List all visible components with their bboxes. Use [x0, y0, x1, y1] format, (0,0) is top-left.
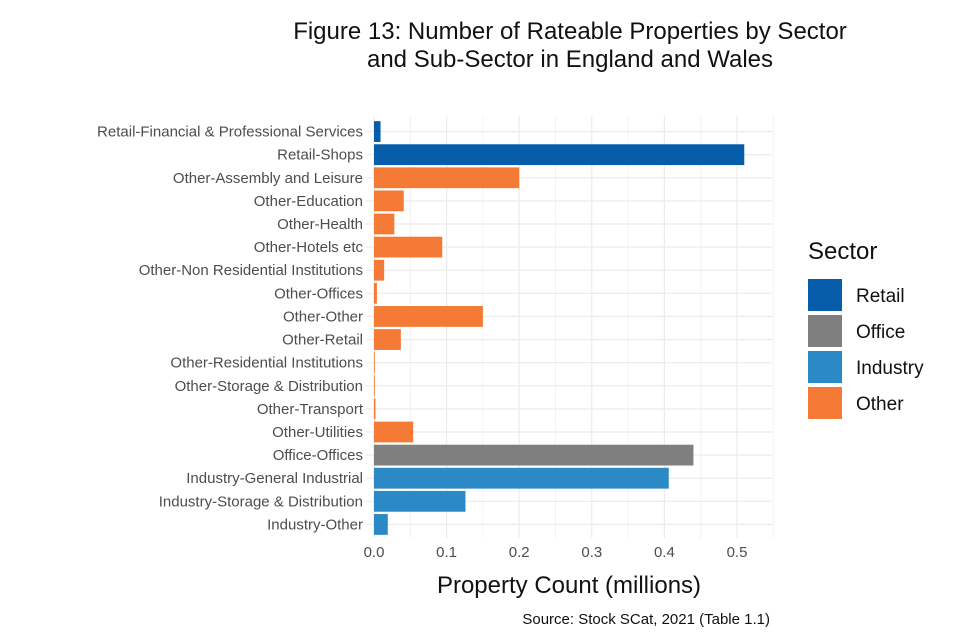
bar — [374, 259, 385, 281]
x-tick-label: 0.5 — [727, 544, 748, 561]
category-label: Other-Storage & Distribution — [175, 378, 363, 395]
legend-label: Office — [856, 322, 905, 343]
bar — [374, 167, 520, 189]
x-axis-label: Property Count (millions) — [437, 572, 701, 599]
bar — [374, 236, 443, 258]
category-label: Retail-Shops — [277, 147, 363, 164]
legend-swatch — [808, 351, 842, 383]
bar — [374, 306, 483, 327]
bar — [374, 190, 404, 212]
chart-title-line-2: and Sub-Sector in England and Wales — [366, 46, 774, 73]
category-label: Other-Residential Institutions — [170, 355, 363, 372]
bar — [374, 467, 669, 489]
category-label: Retail-Financial & Professional Services — [97, 124, 363, 141]
bar — [374, 121, 381, 142]
category-label: Other-Offices — [274, 285, 363, 302]
category-label: Other-Hotels etc — [254, 239, 364, 256]
x-axis-ticks: 0.0 0.1 0.2 0.3 0.4 0.5 — [364, 544, 748, 561]
bar — [374, 213, 395, 235]
category-labels: Retail-Financial & Professional Services… — [97, 124, 364, 534]
bar — [374, 352, 375, 374]
chart-title: Figure 13: Number of Rateable Properties… — [240, 18, 900, 74]
category-label: Other-Assembly and Leisure — [173, 170, 363, 187]
x-tick-label: 0.1 — [436, 544, 457, 561]
legend-label: Other — [856, 394, 904, 415]
bar — [374, 514, 388, 535]
source-note: Source: Stock SCat, 2021 (Table 1.1) — [522, 611, 770, 628]
legend-swatch — [808, 279, 842, 311]
legend-title: Sector — [808, 238, 877, 265]
x-tick-label: 0.4 — [654, 544, 675, 561]
legend-swatch — [808, 387, 842, 419]
chart-title-line-1: Figure 13: Number of Rateable Properties… — [293, 18, 847, 45]
x-tick-label: 0.2 — [509, 544, 530, 561]
category-label: Industry-General Industrial — [186, 470, 363, 487]
category-label: Other-Education — [254, 193, 363, 210]
bar — [374, 144, 745, 166]
bar — [374, 490, 466, 512]
bar — [374, 444, 694, 466]
category-label: Other-Transport — [257, 401, 364, 418]
bar — [374, 282, 377, 304]
category-label: Other-Health — [277, 216, 363, 233]
category-label: Other-Retail — [282, 332, 363, 349]
bar — [374, 421, 414, 443]
category-label: Other-Other — [283, 308, 363, 325]
category-label: Industry-Storage & Distribution — [159, 493, 363, 510]
x-tick-label: 0.3 — [581, 544, 602, 561]
category-label: Industry-Other — [267, 516, 363, 533]
legend-label: Retail — [856, 286, 905, 307]
category-label: Office-Offices — [273, 447, 363, 464]
category-label: Other-Non Residential Institutions — [139, 262, 363, 279]
legend-swatch — [808, 315, 842, 347]
legend-label: Industry — [856, 358, 924, 379]
legend: Sector Retail Office Industry Other — [808, 238, 924, 419]
category-label: Other-Utilities — [272, 424, 363, 441]
bar — [374, 398, 376, 420]
bars — [374, 121, 745, 535]
bar — [374, 329, 401, 350]
x-tick-label: 0.0 — [364, 544, 385, 561]
bar — [374, 375, 375, 397]
